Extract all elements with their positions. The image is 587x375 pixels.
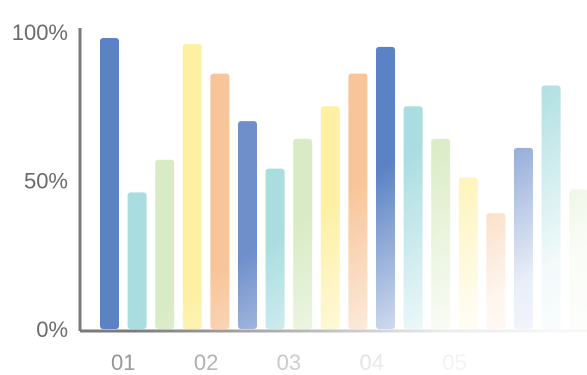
fade-overlay xyxy=(0,0,587,375)
bar-chart: 0%50%100% 0102030405 xyxy=(0,0,587,375)
